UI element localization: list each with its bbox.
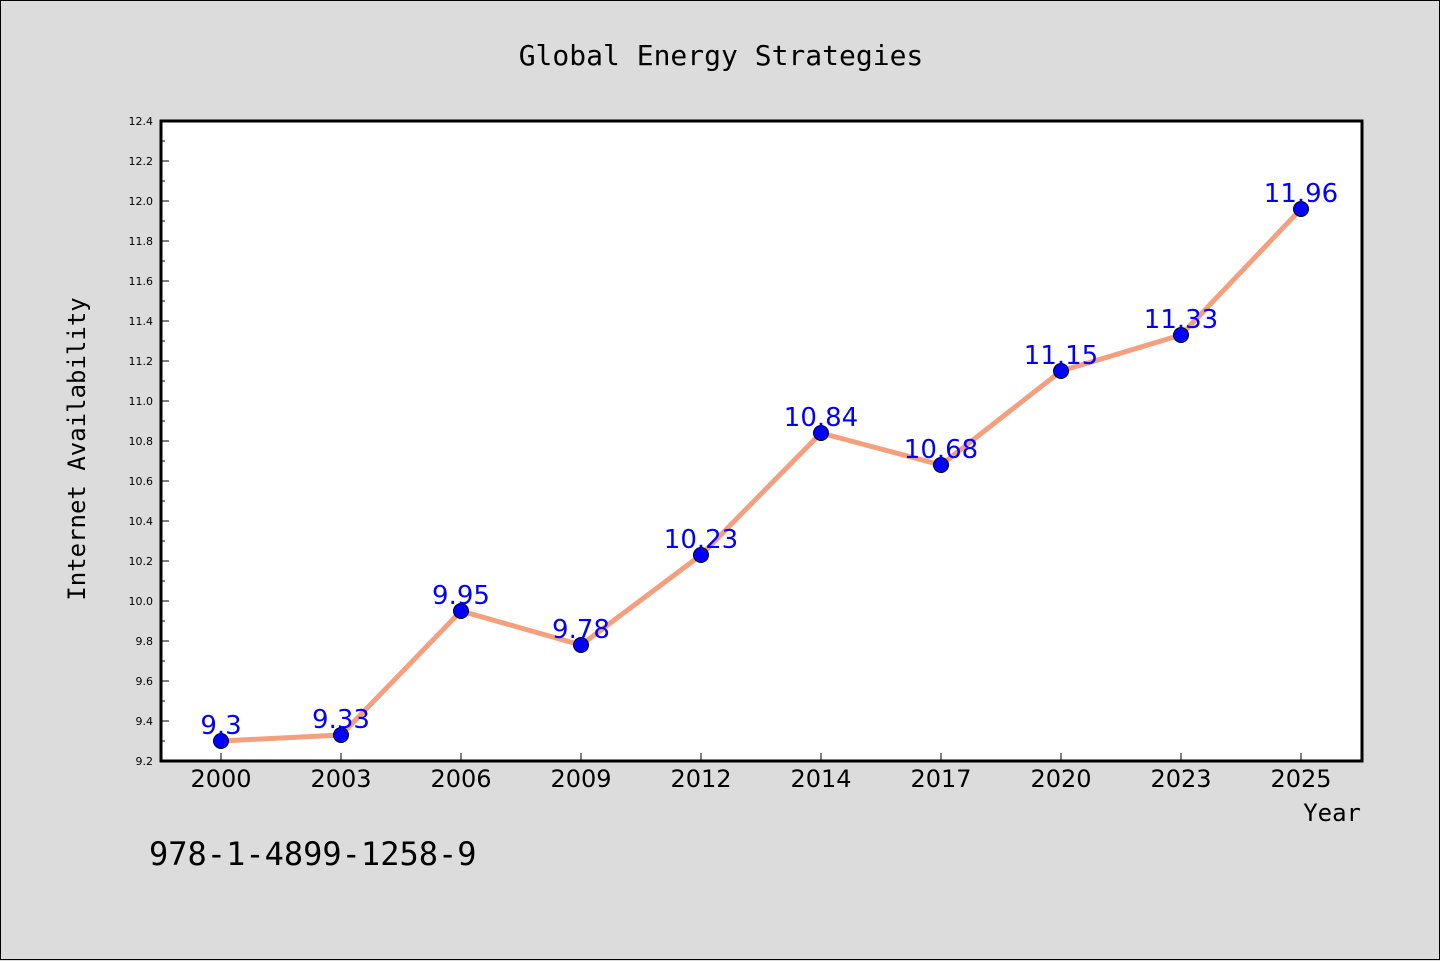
- data-point: [1293, 201, 1309, 217]
- x-tick-label: 2009: [550, 765, 611, 793]
- x-tick-label: 2025: [1270, 765, 1331, 793]
- data-label: 10.84: [784, 403, 858, 433]
- x-tick-label: 2000: [190, 765, 251, 793]
- y-tick-label: 10.2: [129, 555, 154, 568]
- data-label: 11.96: [1264, 179, 1338, 209]
- data-label: 11.33: [1144, 305, 1218, 335]
- x-tick-label: 2003: [310, 765, 371, 793]
- y-tick-label: 11.6: [129, 275, 154, 288]
- y-tick-label: 11.4: [129, 315, 154, 328]
- x-axis-label: Year: [1303, 799, 1361, 827]
- y-tick-label: 9.8: [136, 635, 154, 648]
- y-axis: 9.2 9.4 9.6 9.8 10.0 10.2 10.4 10.6 10.8 11.0 11.2…: [129, 115, 169, 768]
- data-point: [213, 733, 229, 749]
- data-label: 9.95: [432, 581, 490, 611]
- x-tick-label: 2020: [1030, 765, 1091, 793]
- y-tick-label: 9.2: [136, 755, 154, 768]
- y-tick-label: 11.2: [129, 355, 154, 368]
- data-points: [213, 201, 1309, 749]
- plot-area: [159, 119, 1364, 763]
- y-tick-label: 10.6: [129, 475, 154, 488]
- y-axis-label: Internet Availability: [63, 297, 91, 600]
- data-point: [813, 425, 829, 441]
- y-tick-label: 10.0: [129, 595, 154, 608]
- y-tick-label: 9.4: [136, 715, 154, 728]
- y-tick-label: 10.4: [129, 515, 154, 528]
- data-label: 9.78: [552, 615, 610, 645]
- series-line: [218, 206, 1304, 744]
- x-tick-label: 2017: [910, 765, 971, 793]
- isbn-text: 978-1-4899-1258-9: [149, 835, 477, 873]
- y-tick-label: 9.6: [136, 675, 154, 688]
- data-point: [693, 547, 709, 563]
- y-tick-label: 10.8: [129, 435, 154, 448]
- data-label: 11.15: [1024, 341, 1098, 371]
- data-labels: 9.3 9.33 9.95 9.78 10.23 10.84 10.68 11.15 11.33…: [200, 179, 1338, 741]
- x-axis: 2000 2003 2006 2009 2012 2014 2017 2020 2023 2025: [190, 753, 1332, 793]
- x-tick-label: 2014: [790, 765, 851, 793]
- data-label: 9.33: [312, 705, 370, 735]
- data-point: [933, 457, 949, 473]
- data-label: 10.23: [664, 525, 738, 555]
- series-line-group: [218, 206, 1304, 744]
- data-label: 10.68: [904, 435, 978, 465]
- data-point: [573, 637, 589, 653]
- data-point: [333, 727, 349, 743]
- y-tick-label: 11.8: [129, 235, 154, 248]
- data-point: [1053, 363, 1069, 379]
- x-tick-label: 2023: [1150, 765, 1211, 793]
- data-label: 9.3: [200, 711, 241, 741]
- y-tick-label: 12.4: [129, 115, 154, 128]
- y-tick-label: 12.2: [129, 155, 154, 168]
- x-tick-label: 2012: [670, 765, 731, 793]
- y-tick-label: 12.0: [129, 195, 154, 208]
- chart-title: Global Energy Strategies: [519, 39, 924, 72]
- data-point: [1173, 327, 1189, 343]
- x-tick-label: 2006: [430, 765, 491, 793]
- data-point: [453, 603, 469, 619]
- y-tick-label: 11.0: [129, 395, 154, 408]
